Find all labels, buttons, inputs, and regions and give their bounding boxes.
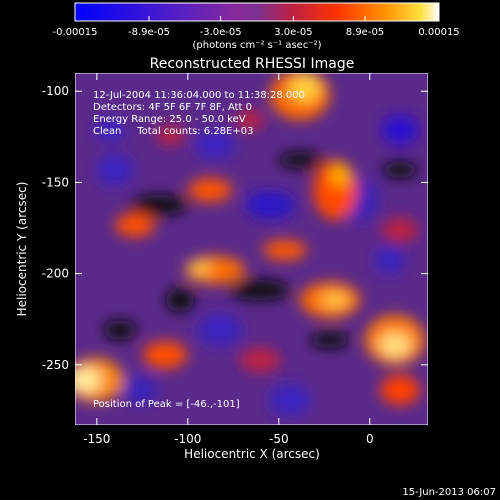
y-tick-label: -100 xyxy=(42,84,69,98)
x-tick-label: -100 xyxy=(174,432,201,446)
x-tick-label: 0 xyxy=(366,432,374,446)
y-axis-label: Heliocentric Y (arcsec) xyxy=(15,182,29,317)
colorbar-tick-label: -8.9e-05 xyxy=(128,27,170,38)
rhessi-image xyxy=(75,73,428,425)
annotation-time-range: 12-Jul-2004 11:36:04.000 to 11:38:28.000 xyxy=(93,90,305,101)
x-tick-label: -150 xyxy=(83,432,110,446)
annotation-clean-counts: Clean Total counts: 6.28E+03 xyxy=(93,126,253,137)
colorbar-unit-label: (photons cm⁻² s⁻¹ asec⁻²) xyxy=(192,40,321,51)
colorbar-tick-label: -0.00015 xyxy=(53,27,98,38)
footer-timestamp: 15-Jun-2013 06:07 xyxy=(402,487,496,498)
colorbar-tick-label: 0.00015 xyxy=(418,27,459,38)
colorbar-gradient xyxy=(74,2,440,22)
x-axis-label: Heliocentric X (arcsec) xyxy=(184,447,320,461)
annotation-energy-range: Energy Range: 25.0 - 50.0 keV xyxy=(93,114,246,125)
colorbar-tick-label: -3.0e-05 xyxy=(200,27,242,38)
annotation-detectors: Detectors: 4F 5F 6F 7F 8F, Att 0 xyxy=(93,102,252,113)
colorbar-ticks: -0.00015 -8.9e-05 -3.0e-05 3.0e-05 8.9e-05 0.… xyxy=(53,16,460,38)
plot-title: Reconstructed RHESSI Image xyxy=(150,56,355,72)
y-tick-label: -250 xyxy=(42,358,69,372)
annotation-peak-position: Position of Peak = [-46.,-101] xyxy=(93,399,240,410)
colorbar-tick-label: 8.9e-05 xyxy=(346,27,384,38)
y-axis: -100 -150 -200 -250 xyxy=(42,84,428,372)
x-tick-label: -50 xyxy=(269,432,289,446)
colorbar: -0.00015 -8.9e-05 -3.0e-05 3.0e-05 8.9e-05 0.… xyxy=(53,2,460,51)
image-annotation: 12-Jul-2004 11:36:04.000 to 11:38:28.000… xyxy=(93,90,305,410)
y-tick-label: -200 xyxy=(42,267,69,281)
colorbar-tick-label: 3.0e-05 xyxy=(274,27,312,38)
y-tick-label: -150 xyxy=(42,175,69,189)
x-axis: -150 -100 -50 0 xyxy=(83,73,374,446)
